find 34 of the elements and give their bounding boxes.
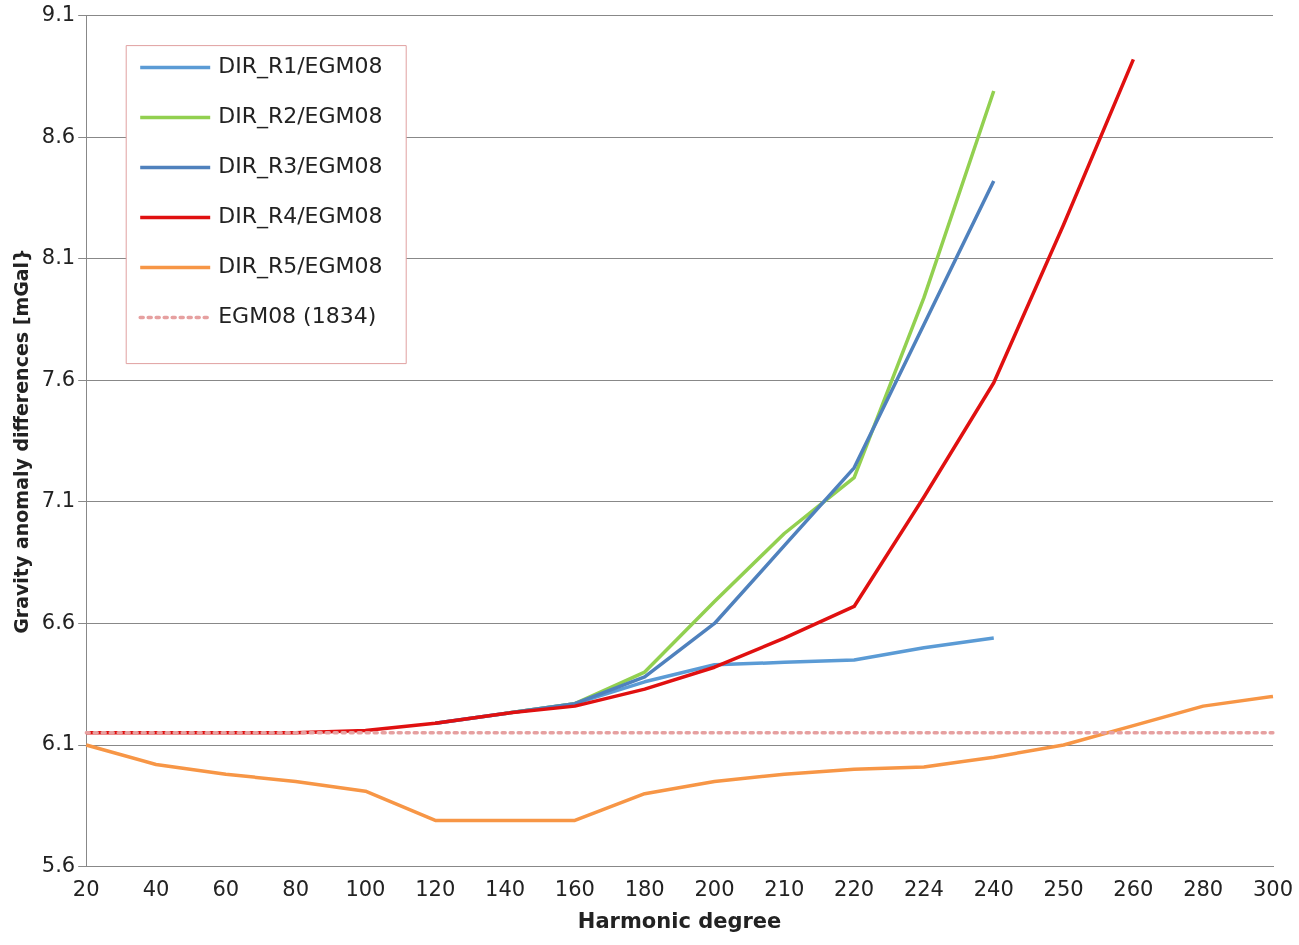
- x-tick-label: 80: [282, 876, 309, 901]
- x-tick-label: 60: [212, 876, 240, 901]
- y-tick-label: 9.1: [41, 2, 76, 27]
- y-tick-label: 6.6: [41, 609, 76, 634]
- x-tick-label: 210: [764, 876, 805, 901]
- legend-label: DIR_R4/EGM08: [218, 203, 383, 230]
- x-tick-label: 20: [72, 876, 100, 901]
- x-tick-label: 260: [1113, 876, 1154, 901]
- x-tick-label: 200: [694, 876, 735, 901]
- x-tick-label: 224: [903, 876, 944, 901]
- x-tick-label: 240: [973, 876, 1014, 901]
- x-tick-label: 100: [345, 876, 386, 901]
- x-tick-label: 300: [1252, 876, 1294, 901]
- legend-label: DIR_R5/EGM08: [218, 253, 383, 280]
- y-tick-label: 5.6: [41, 853, 76, 878]
- x-tick-label: 160: [554, 876, 595, 901]
- legend-label: DIR_R3/EGM08: [218, 153, 383, 180]
- legend-label: EGM08 (1834): [218, 303, 377, 329]
- y-axis-title: Gravity anomaly differences [mGal}: [10, 248, 33, 634]
- x-tick-label: 220: [834, 876, 875, 901]
- y-tick-label: 6.1: [41, 731, 76, 756]
- x-tick-label: 250: [1043, 876, 1084, 901]
- y-tick-label: 8.1: [41, 245, 76, 270]
- y-tick-label: 7.6: [41, 366, 76, 391]
- x-tick-label: 280: [1183, 876, 1224, 901]
- legend-label: DIR_R1/EGM08: [218, 53, 383, 80]
- legend-label: DIR_R2/EGM08: [218, 103, 383, 130]
- x-tick-label: 140: [485, 876, 526, 901]
- x-tick-label: 180: [624, 876, 665, 901]
- y-tick-label: 8.6: [41, 123, 76, 148]
- x-tick-label: 120: [415, 876, 456, 901]
- y-tick-label: 7.1: [41, 488, 76, 513]
- x-tick-label: 40: [142, 876, 170, 901]
- x-axis-title: Harmonic degree: [577, 908, 782, 933]
